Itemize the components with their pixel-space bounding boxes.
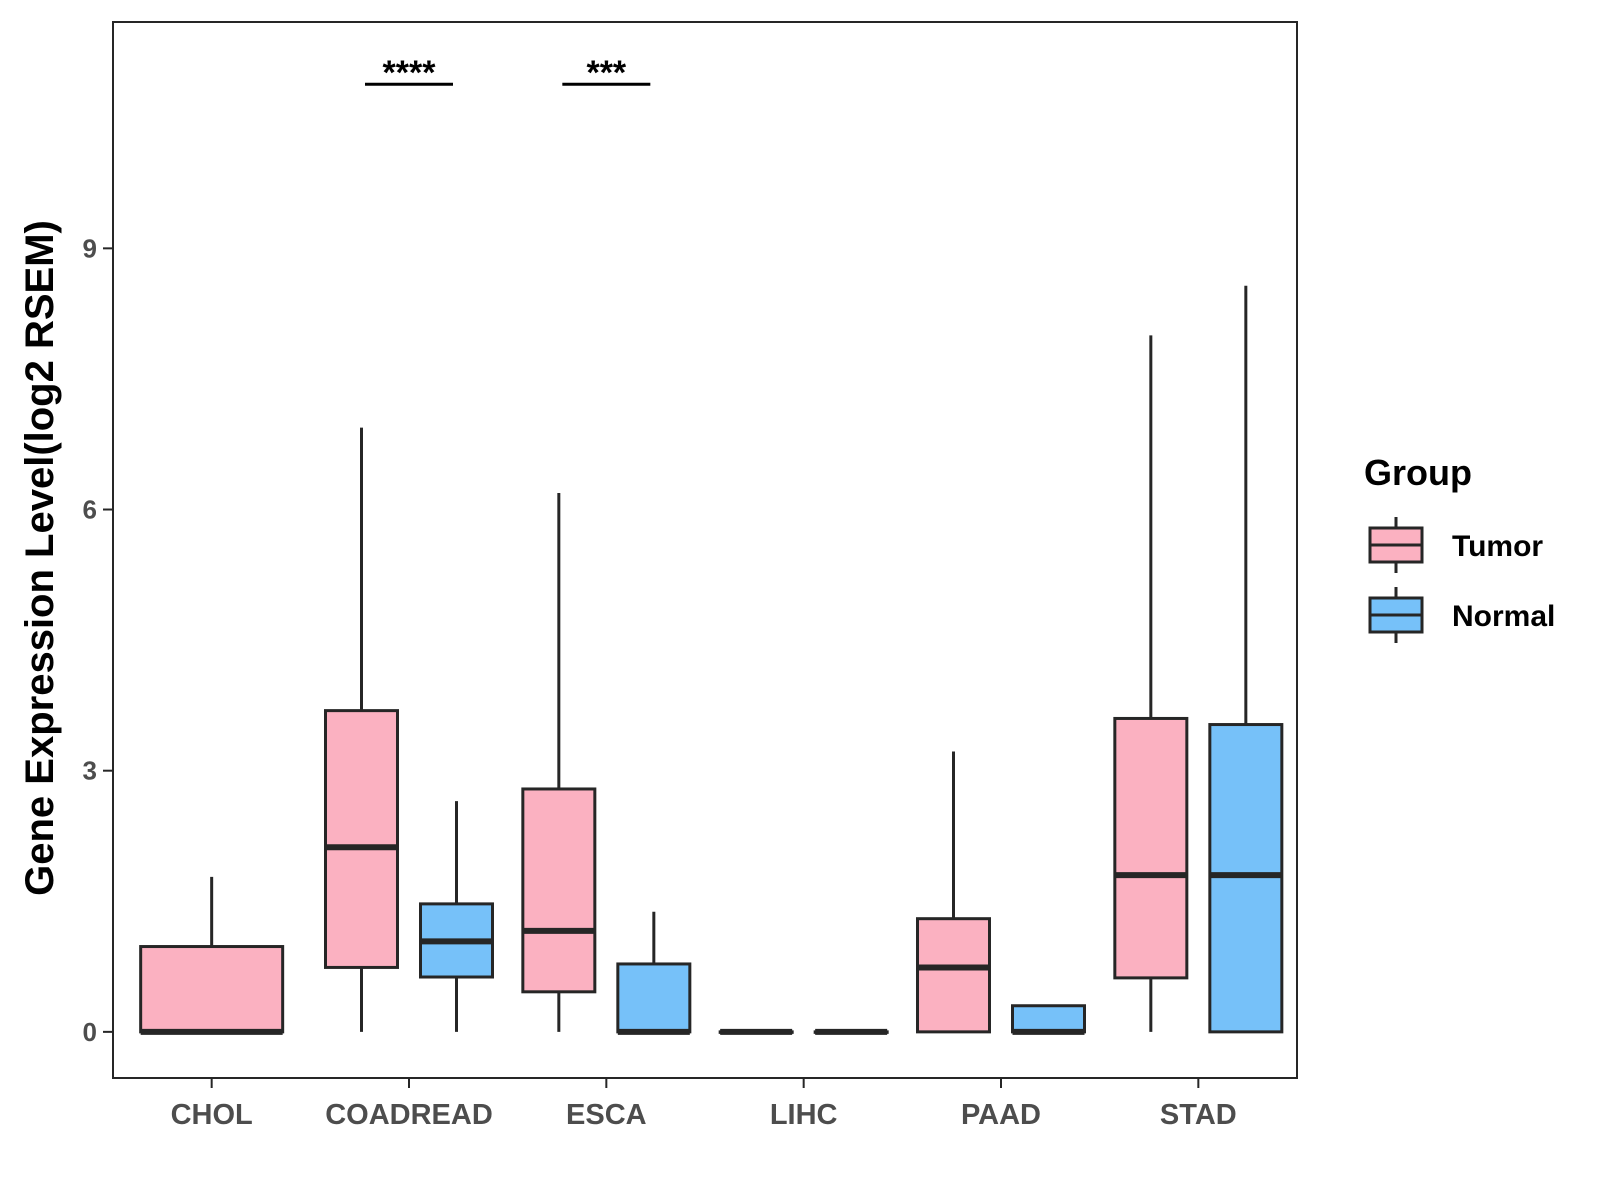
normal-box-esca (616, 911, 692, 1035)
legend-item-normal: Normal (1368, 587, 1555, 643)
tumor-box-paad (916, 751, 991, 1034)
box-body (1011, 1004, 1086, 1034)
legend-label-normal: Normal (1452, 600, 1555, 633)
box-body (616, 962, 692, 1034)
box-body (521, 787, 597, 994)
x-tick-label-chol: CHOL (171, 1099, 253, 1131)
plot-panel (112, 21, 1298, 1079)
tumor-box-stad (1113, 335, 1189, 1032)
tumor-box-esca (521, 492, 597, 1032)
box-body (1208, 723, 1284, 1034)
box-body (324, 709, 399, 969)
normal-box-stad (1208, 285, 1284, 1034)
legend: Group Tumor Normal (1364, 452, 1555, 643)
box-body (139, 945, 285, 1034)
boxes-layer (139, 285, 1284, 1035)
x-tick-label-coadread: COADREAD (325, 1099, 493, 1131)
significance-coadread: **** (365, 54, 453, 92)
normal-box-coadread (419, 801, 494, 1032)
x-tick-label-esca: ESCA (566, 1099, 647, 1131)
significance-esca: *** (562, 54, 651, 92)
tumor-box-coadread (324, 427, 399, 1032)
legend-label-tumor: Tumor (1452, 530, 1543, 563)
x-tick-label-lihc: LIHC (770, 1099, 838, 1131)
y-axis: 0 3 6 9 (83, 233, 113, 1047)
normal-box-lihc (813, 1028, 889, 1035)
y-tick-label: 9 (83, 233, 97, 263)
x-tick-label-paad: PAAD (961, 1099, 1041, 1131)
tumor-box-lihc (718, 1028, 794, 1035)
y-tick-label: 6 (83, 495, 97, 525)
significance-label: **** (383, 54, 437, 92)
box-body (916, 917, 991, 1034)
plot-border (112, 21, 1298, 1079)
significance-annotations: **** *** (365, 54, 651, 92)
significance-label: *** (586, 54, 626, 92)
normal-box-paad (1011, 1004, 1086, 1035)
tumor-box-chol (139, 876, 285, 1035)
x-axis: CHOL COADREAD ESCA LIHC PAAD STAD (171, 1078, 1237, 1131)
y-tick-label: 3 (83, 756, 97, 786)
y-tick-label: 0 (83, 1017, 97, 1047)
y-axis-title: Gene Expression Level(log2 RSEM) (18, 220, 62, 896)
x-tick-label-stad: STAD (1160, 1099, 1237, 1131)
legend-title: Group (1364, 452, 1472, 493)
box-body (1113, 716, 1189, 980)
legend-item-tumor: Tumor (1368, 517, 1543, 573)
